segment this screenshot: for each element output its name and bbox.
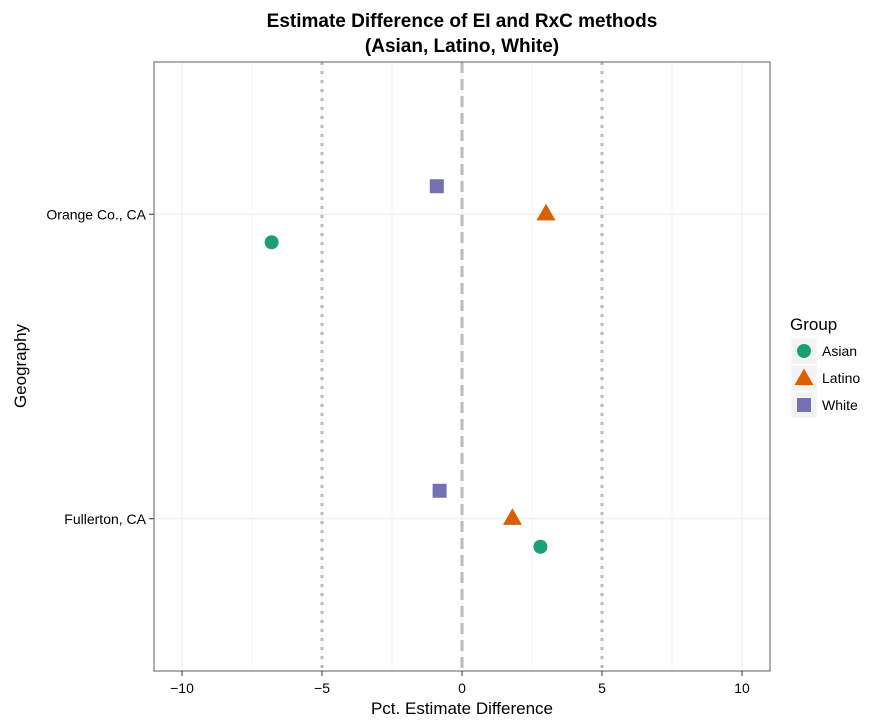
y-axis-title: Geography (11, 323, 30, 408)
x-axis-title: Pct. Estimate Difference (371, 699, 553, 718)
x-tick-label: 10 (734, 680, 750, 696)
y-tick-label: Fullerton, CA (64, 511, 146, 527)
x-tick-label: 5 (598, 680, 606, 696)
plot-panel (153, 61, 771, 672)
x-tick-label: 0 (458, 680, 466, 696)
legend-key-asian (797, 344, 811, 358)
point-asian (264, 235, 279, 250)
legend-label-asian: Asian (822, 343, 857, 359)
legend-title: Group (790, 315, 837, 334)
y-tick-label: Orange Co., CA (46, 206, 146, 222)
point-white (429, 179, 444, 194)
point-latino (502, 508, 522, 525)
legend-key-latino (794, 368, 814, 386)
y-axis: Orange Co., CA Fullerton, CA (46, 206, 154, 527)
chart-title: Estimate Difference of EI and RxC method… (267, 11, 658, 32)
legend-label-latino: Latino (822, 370, 860, 386)
point-asian (533, 539, 548, 554)
legend: Group Asian Latino White (790, 315, 860, 419)
legend-key-white (797, 398, 811, 412)
legend-label-white: White (822, 397, 858, 413)
point-white (432, 483, 447, 498)
x-axis: −10 −5 0 5 10 (170, 671, 750, 696)
chart-subtitle: (Asian, Latino, White) (365, 36, 559, 57)
point-latino (536, 203, 556, 221)
data-marks (264, 179, 556, 554)
x-tick-label: −10 (170, 680, 194, 696)
x-tick-label: −5 (314, 680, 330, 696)
